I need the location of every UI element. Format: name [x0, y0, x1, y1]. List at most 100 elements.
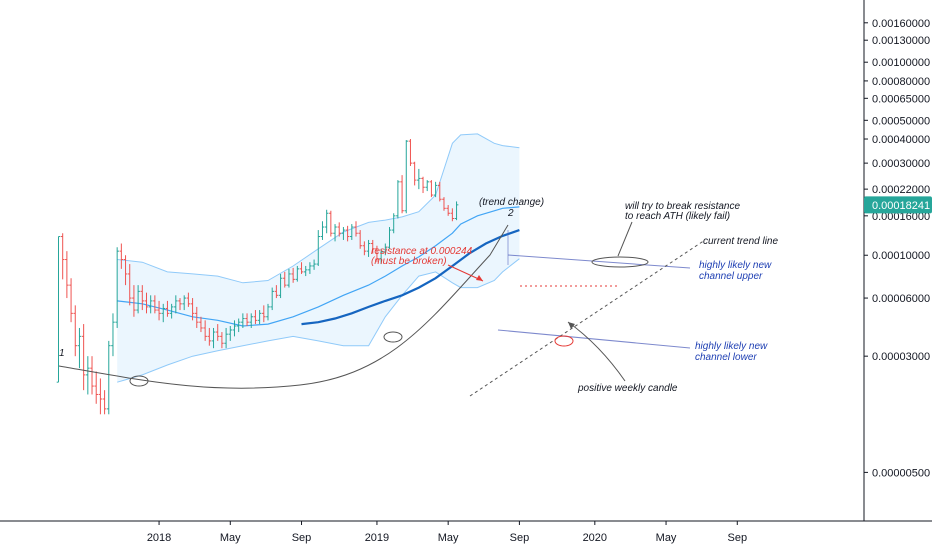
resistance-arrowhead	[476, 275, 483, 281]
candle	[379, 248, 383, 265]
candle	[316, 230, 321, 266]
candle	[224, 327, 228, 349]
drawings	[58, 221, 706, 397]
channel-upper-label-line1: highly likely new	[699, 260, 772, 271]
candle	[400, 175, 404, 214]
channel-lower-line	[497, 329, 691, 349]
y-tick-label: 0.00130000	[872, 35, 930, 47]
candle	[220, 332, 224, 349]
y-tick-label: 0.00065000	[872, 93, 930, 105]
candle	[60, 233, 65, 280]
candle	[69, 278, 73, 323]
y-tick-label: 0.00030000	[872, 158, 930, 170]
candle	[274, 285, 279, 299]
x-tick-label: Sep	[510, 532, 530, 544]
channel-lower-label-line1: highly likely new	[695, 341, 768, 352]
weekly-candle-label: positive weekly candle	[577, 383, 678, 394]
candle	[329, 210, 333, 237]
candle	[450, 208, 455, 222]
y-tick-label: 0.00160000	[872, 18, 930, 30]
y-tick-label: 0.00040000	[872, 134, 930, 146]
candle	[282, 271, 287, 288]
x-tick-label: Sep	[727, 532, 747, 544]
candle	[396, 180, 400, 219]
weekly-candle-arrow	[567, 321, 626, 382]
candle	[73, 305, 78, 357]
candle	[98, 378, 103, 415]
y-axis[interactable]: 0.00160000 0.00130000 0.00100000 0.00080000…	[864, 18, 930, 480]
candle	[337, 222, 342, 237]
candle	[291, 267, 295, 283]
candle	[153, 295, 157, 314]
candle	[127, 264, 132, 306]
y-tick-label: 0.00010000	[872, 250, 930, 262]
candle	[56, 236, 61, 383]
candle	[437, 181, 442, 202]
candle	[345, 225, 350, 242]
candle	[412, 161, 417, 186]
channel-upper-line	[507, 254, 691, 269]
candle	[157, 300, 161, 321]
y-tick-label: 0.00100000	[872, 57, 930, 69]
ath-pointer	[617, 221, 633, 257]
candle	[262, 305, 266, 323]
candle	[245, 313, 249, 326]
candle	[421, 176, 425, 194]
candle	[94, 371, 99, 404]
candle	[148, 295, 153, 314]
trend-line-dashed	[469, 239, 706, 397]
bollinger-upper-line	[117, 133, 520, 284]
trend-line-label: current trend line	[703, 236, 778, 247]
y-tick-label: 0.00080000	[872, 76, 930, 88]
candle	[366, 239, 371, 257]
x-tick-label: 2020	[583, 532, 607, 544]
candle	[429, 180, 434, 198]
candle	[81, 324, 86, 391]
candle	[241, 313, 245, 328]
break-resistance-label-line2: to reach ATH (likely fail)	[625, 211, 730, 222]
candle	[324, 209, 329, 234]
last-candle-circle	[554, 335, 574, 347]
candle	[123, 255, 128, 286]
candle	[446, 205, 450, 216]
candle	[249, 313, 254, 328]
candle	[270, 287, 274, 311]
x-axis[interactable]: 2018 May Sep 2019 May Sep 2020 May Sep	[147, 521, 747, 544]
x-tick-label: Sep	[292, 532, 312, 544]
candle	[132, 285, 136, 317]
candle	[383, 243, 388, 256]
resistance-label-line2: (must be broken)	[371, 256, 447, 267]
candle	[194, 306, 199, 328]
candle	[77, 327, 82, 369]
x-tick-label: May	[220, 532, 241, 544]
candle	[161, 303, 166, 323]
bollinger-lower-line	[117, 258, 520, 383]
candle	[417, 168, 421, 190]
x-tick-label: 2019	[365, 532, 389, 544]
candle	[86, 356, 90, 395]
candle	[287, 268, 291, 288]
candle	[140, 285, 145, 311]
candle	[65, 251, 69, 299]
candle	[333, 224, 337, 242]
candle	[433, 181, 438, 198]
trend-arc	[58, 224, 509, 389]
candle	[257, 310, 262, 325]
candle	[341, 227, 346, 240]
candle	[174, 295, 178, 314]
candle	[454, 201, 459, 221]
circle-marker-1	[129, 375, 149, 387]
candle	[203, 320, 207, 341]
candle	[186, 292, 191, 307]
candle	[178, 298, 182, 311]
channel-upper-label-line2: channel upper	[699, 271, 763, 282]
y-tick-label: 0.00016000	[872, 211, 930, 223]
wave-1-label: 1	[59, 348, 65, 359]
channel-lower-label-line2: channel lower	[695, 352, 757, 363]
candle	[303, 265, 308, 277]
resistance-label-line1: resistance at 0.000244	[371, 246, 473, 257]
candle	[408, 139, 413, 166]
circle-marker-2	[383, 331, 403, 343]
candle	[404, 140, 409, 214]
candle	[169, 303, 174, 319]
